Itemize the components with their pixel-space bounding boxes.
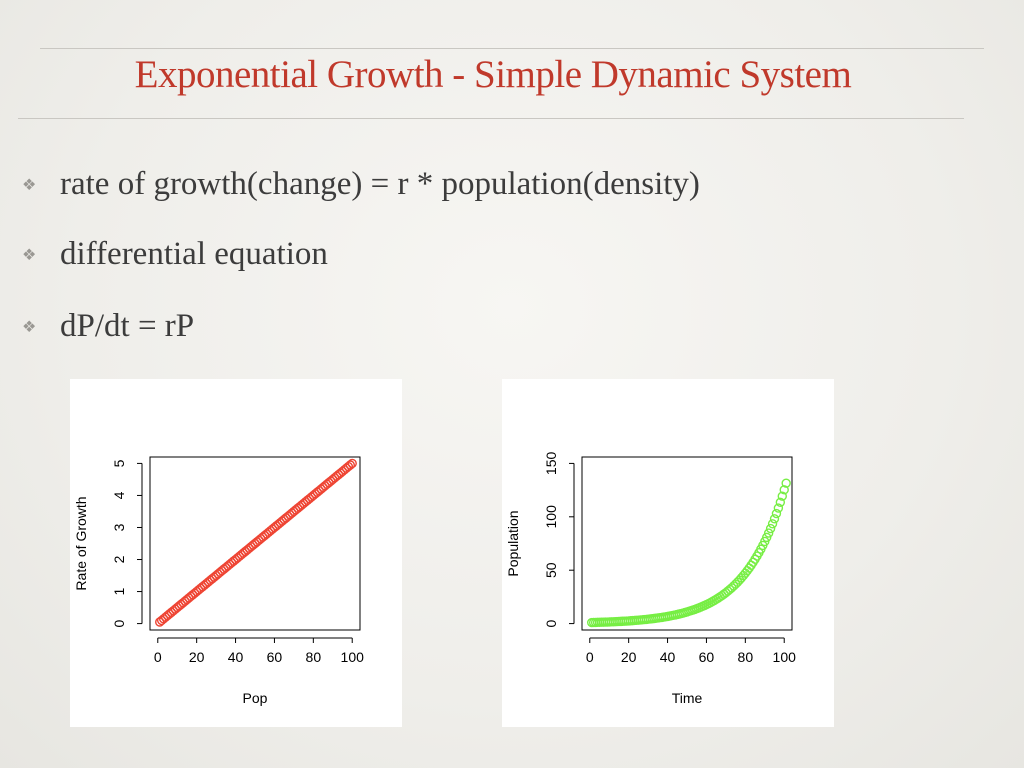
x-tick-label: 20 [189,649,205,665]
diamond-bullet-icon: ❖ [22,316,37,336]
y-tick-label: 1 [111,587,127,595]
x-tick-label: 60 [699,649,715,665]
rate-of-growth-chart-panel: 0 20 40 60 80 100 Pop 0 1 2 3 4 5 Rate of Growth [70,379,402,727]
bullet-item: ❖ dP/dt = rP [22,290,700,362]
x-tick-label: 80 [738,649,754,665]
y-tick-label: 100 [543,505,559,529]
data-point [347,458,357,469]
x-tick-label: 40 [660,649,676,665]
x-tick-label: 0 [586,649,594,665]
bullet-item: ❖ rate of growth(change) = r * populatio… [22,148,700,220]
y-tick-label: 3 [111,523,127,531]
x-axis-title: Time [672,690,703,706]
x-tick-label: 100 [773,649,797,665]
data-point [345,460,355,470]
data-point [763,528,774,538]
data-point [773,503,784,513]
title-divider [18,118,964,119]
data-point [769,514,780,524]
y-tick-label: 0 [543,619,559,627]
rate-of-growth-chart: 0 20 40 60 80 100 Pop 0 1 2 3 4 5 Rate of Growth [73,456,365,706]
data-point [775,497,786,507]
x-tick-label: 20 [621,649,637,665]
x-tick-label: 80 [306,649,322,665]
x-tick-label: 40 [228,649,244,665]
x-tick-label: 100 [341,649,365,665]
y-tick-label: 150 [543,452,559,476]
data-point [781,478,791,488]
population-chart: 0 20 40 60 80 100 Time 0 50 100 150 Population [505,452,797,706]
top-divider [40,48,984,49]
data-point [771,508,782,519]
data-point [777,491,787,501]
bullet-text: dP/dt = rP [60,307,195,344]
data-point [767,519,778,529]
population-chart-panel: 0 20 40 60 80 100 Time 0 50 100 150 Population [502,379,834,727]
x-tick-label: 60 [267,649,283,665]
y-tick-label: 5 [111,459,127,467]
data-point [765,523,776,534]
bullet-text: rate of growth(change) = r * population(… [60,165,700,202]
plot-frame [149,456,361,631]
slide-title: Exponential Growth - Simple Dynamic Syst… [134,53,852,96]
bullet-item: ❖ differential equation [22,218,700,290]
x-axis-title: Pop [243,690,268,706]
y-tick-label: 2 [111,555,127,563]
y-axis-title: Rate of Growth [73,496,89,590]
x-tick-label: 0 [154,649,162,665]
bullet-text: differential equation [60,235,328,272]
diamond-bullet-icon: ❖ [22,244,37,264]
diamond-bullet-icon: ❖ [22,174,37,194]
y-axis-title: Population [505,510,521,576]
data-point [762,532,772,543]
y-tick-label: 50 [543,562,559,578]
data-point [779,485,789,495]
y-tick-label: 0 [111,619,127,627]
bullet-list: ❖ rate of growth(change) = r * populatio… [22,148,700,362]
plot-frame [581,456,793,631]
y-tick-label: 4 [111,491,127,499]
